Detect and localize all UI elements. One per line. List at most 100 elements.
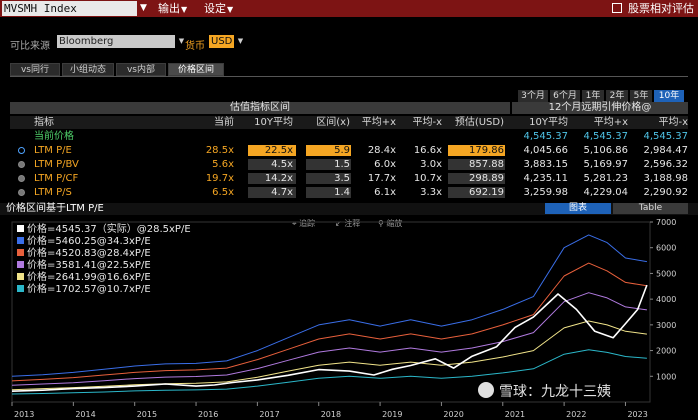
period-6m-button[interactable]: 6个月 (550, 90, 580, 102)
output-menu-label: 输出 (158, 2, 180, 15)
period-3m-button[interactable]: 3个月 (518, 90, 548, 102)
y-tick-label: 4000 (656, 295, 676, 304)
current-price-cell: 4,545.37 (643, 131, 688, 142)
ticker-dropdown-icon[interactable]: ▼ (137, 1, 150, 16)
avg-value: 14.2x (264, 173, 293, 184)
track-tool[interactable]: ⌖ 追踪 (292, 218, 315, 229)
metric-radio-button[interactable] (18, 147, 25, 154)
metric-name[interactable]: LTM P/S (34, 187, 72, 198)
annotate-tool[interactable]: ↙ 注释 (335, 218, 360, 229)
y-tick-label: 1000 (656, 372, 676, 381)
metric-radio-button[interactable] (18, 161, 25, 168)
output-menu[interactable]: 输出▼ (158, 0, 187, 17)
minus-value: 3.3x (420, 187, 442, 198)
current-value: 28.5x (205, 145, 234, 156)
valuation-band-line (11, 320, 647, 391)
range-value: 1.5 (334, 159, 350, 170)
implied-minus-value: 2,596.32 (643, 159, 688, 170)
period-2y-button[interactable]: 2年 (606, 90, 628, 102)
implied-avg-value: 4,235.11 (523, 173, 568, 184)
period-10y-button[interactable]: 10年 (654, 90, 684, 102)
zoom-tool[interactable]: ⚲ 缩放 (378, 218, 402, 229)
ticker-input[interactable]: MVSMH Index (2, 1, 150, 16)
estimate-value: 692.19 (469, 187, 504, 198)
chevron-down-icon: ▼ (227, 5, 234, 14)
current-value: 19.7x (205, 173, 234, 184)
col-header-estimate: 预估(USD) (454, 117, 504, 128)
metric-name[interactable]: LTM P/E (34, 145, 72, 156)
col-header-implied-minus: 平均-x (658, 117, 688, 128)
implied-plus-value: 5,169.97 (583, 159, 628, 170)
range-highlight (306, 145, 351, 156)
x-tick-label: 2022 (566, 410, 586, 419)
implied-avg-value: 3,259.98 (523, 187, 568, 198)
range-highlight (306, 187, 351, 198)
range-value: 5.9 (334, 145, 350, 156)
source-dropdown-icon[interactable]: ▼ (178, 37, 185, 45)
x-tick-label: 2016 (198, 410, 218, 419)
snowball-logo-icon (478, 382, 494, 398)
minus-value: 10.7x (413, 173, 442, 184)
period-5y-button[interactable]: 5年 (630, 90, 652, 102)
legend-item[interactable]: 价格=5460.25@34.3xP/E (17, 236, 151, 247)
estimate-value: 298.89 (469, 173, 504, 184)
watermark-text: 雪球：九龙十三姨 (499, 384, 611, 400)
implied-minus-value: 3,188.98 (643, 173, 688, 184)
currency-dropdown-icon[interactable]: ▼ (237, 37, 244, 45)
tab-vs-internal[interactable]: vs内部 (116, 63, 166, 76)
metric-radio-button[interactable] (18, 189, 25, 196)
tab-group-dynamics[interactable]: 小组动态 (62, 63, 114, 76)
col-header-implied-avg: 10Y平均 (529, 117, 568, 128)
estimate-highlight (448, 159, 505, 170)
legend-item[interactable]: 价格=4520.83@28.4xP/E (17, 248, 151, 259)
relative-valuation-label: 股票相对评估 (628, 2, 694, 15)
avg-value: 22.5x (264, 145, 293, 156)
legend-item[interactable]: 价格=2641.99@16.6xP/E (17, 272, 151, 283)
tab-table[interactable]: Table (613, 203, 688, 214)
legend-swatch (17, 273, 24, 280)
estimate-highlight (448, 145, 505, 156)
x-tick-label: 2013 (14, 410, 34, 419)
valuation-band-line (11, 349, 647, 395)
legend-label: 价格=4545.37（实际）@28.5xP/E (27, 224, 191, 235)
implied-minus-value: 2,984.47 (643, 145, 688, 156)
col-header-minus: 平均-x (412, 117, 442, 128)
metric-name[interactable]: LTM P/BV (34, 159, 79, 170)
implied-minus-value: 2,290.92 (643, 187, 688, 198)
metric-name[interactable]: LTM P/CF (34, 173, 79, 184)
current-price-cell: 4,545.37 (583, 131, 628, 142)
legend-label: 价格=2641.99@16.6xP/E (27, 272, 151, 283)
legend-swatch (17, 285, 24, 292)
estimate-highlight (448, 173, 505, 184)
avg-highlight (248, 187, 296, 198)
relative-valuation-link[interactable]: 股票相对评估 (612, 0, 694, 17)
col-header-plus: 平均+x (361, 117, 396, 128)
tab-price-range[interactable]: 价格区间 (168, 63, 224, 76)
source-select[interactable]: Bloomberg (57, 35, 175, 48)
settings-menu[interactable]: 设定▼ (204, 0, 233, 17)
col-header-current: 当前 (214, 117, 234, 128)
tab-vs-peers[interactable]: vs同行 (10, 63, 60, 76)
legend-item[interactable]: 价格=1702.57@10.7xP/E (17, 284, 151, 295)
implied-plus-value: 4,229.04 (583, 187, 628, 198)
legend-label: 价格=4520.83@28.4xP/E (27, 248, 151, 259)
currency-label: 货币 (185, 41, 205, 52)
tab-chart[interactable]: 图表 (545, 203, 611, 214)
col-header-range: 区间(x) (316, 117, 350, 128)
valuation-band-line (11, 234, 647, 377)
legend-item[interactable]: 价格=4545.37（实际）@28.5xP/E (17, 224, 191, 235)
estimate-highlight (448, 187, 505, 198)
avg-value: 4.5x (271, 159, 293, 170)
minus-value: 3.0x (420, 159, 442, 170)
zoom-tool-label: 缩放 (386, 219, 403, 228)
x-tick-label: 2021 (505, 410, 525, 419)
source-label: 可比来源 (10, 41, 50, 52)
currency-select[interactable]: USD (209, 35, 234, 48)
current-value: 5.6x (212, 159, 234, 170)
legend-item[interactable]: 价格=3581.41@22.5xP/E (17, 260, 151, 271)
x-tick-label: 2018 (321, 410, 341, 419)
period-1y-button[interactable]: 1年 (582, 90, 604, 102)
metric-radio-button[interactable] (18, 175, 25, 182)
command-bar: MVSMH Index ▼ 输出▼ 设定▼ 股票相对评估 (0, 0, 698, 17)
